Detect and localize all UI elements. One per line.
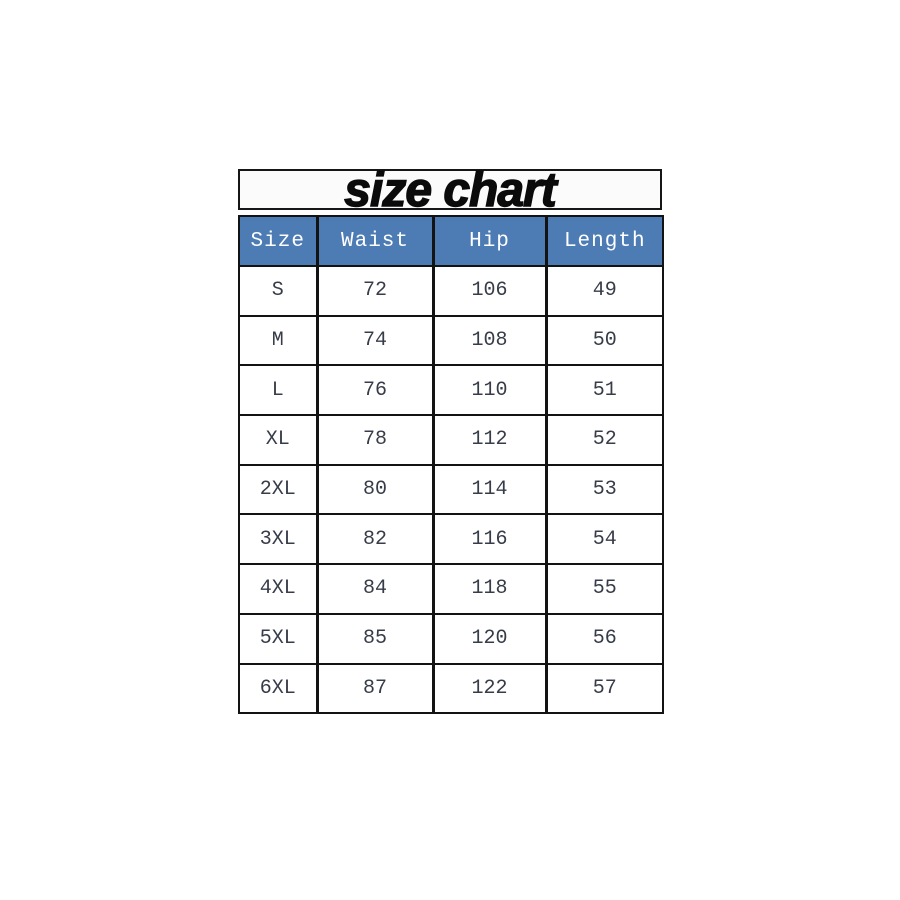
column-header-hip: Hip bbox=[431, 215, 547, 267]
size-chart-title: size chart bbox=[344, 163, 558, 217]
size-label-cell: 5XL bbox=[238, 612, 318, 665]
column-header-waist: Waist bbox=[315, 215, 434, 267]
measurement-cell: 57 bbox=[544, 662, 664, 715]
measurement-cell: 55 bbox=[544, 563, 664, 615]
measurement-cell: 54 bbox=[544, 513, 664, 566]
measurement-cell: 51 bbox=[544, 364, 664, 417]
size-chart-title-box: size chart bbox=[238, 163, 662, 217]
table-header: Size Waist Hip Length bbox=[238, 215, 664, 267]
measurement-cell: 108 bbox=[431, 314, 547, 367]
table-header-row: Size Waist Hip Length bbox=[238, 215, 664, 267]
size-label-cell: L bbox=[238, 364, 318, 417]
table-body: S 72 106 49 M 74 108 50 L 76 110 51 XL 78 112 52 2XL 80 11… bbox=[238, 265, 664, 715]
measurement-cell: 80 bbox=[315, 463, 434, 516]
size-label-cell: 2XL bbox=[238, 463, 318, 516]
table-row: XL 78 112 52 bbox=[238, 414, 664, 466]
table-row: 3XL 82 116 54 bbox=[238, 513, 664, 566]
table-row: 2XL 80 114 53 bbox=[238, 463, 664, 516]
table-row: M 74 108 50 bbox=[238, 314, 664, 367]
size-label-cell: 6XL bbox=[238, 662, 318, 715]
measurement-cell: 122 bbox=[431, 662, 547, 715]
measurement-cell: 56 bbox=[544, 612, 664, 665]
column-header-size: Size bbox=[238, 215, 318, 267]
measurement-cell: 120 bbox=[431, 612, 547, 665]
measurement-cell: 114 bbox=[431, 463, 547, 516]
measurement-cell: 106 bbox=[431, 265, 547, 317]
measurement-cell: 52 bbox=[544, 414, 664, 466]
size-label-cell: M bbox=[238, 314, 318, 367]
measurement-cell: 50 bbox=[544, 314, 664, 367]
measurement-cell: 53 bbox=[544, 463, 664, 516]
measurement-cell: 85 bbox=[315, 612, 434, 665]
column-header-length: Length bbox=[544, 215, 664, 267]
size-label-cell: S bbox=[238, 265, 318, 317]
table-row: 6XL 87 122 57 bbox=[238, 662, 664, 715]
measurement-cell: 78 bbox=[315, 414, 434, 466]
measurement-cell: 87 bbox=[315, 662, 434, 715]
size-label-cell: 4XL bbox=[238, 563, 318, 615]
table-row: L 76 110 51 bbox=[238, 364, 664, 417]
size-label-cell: 3XL bbox=[238, 513, 318, 566]
table-row: 5XL 85 120 56 bbox=[238, 612, 664, 665]
measurement-cell: 82 bbox=[315, 513, 434, 566]
size-chart-panel: size chart Size Waist Hip Length S 72 106 49 M 7… bbox=[238, 163, 664, 715]
size-label-cell: XL bbox=[238, 414, 318, 466]
table-row: 4XL 84 118 55 bbox=[238, 563, 664, 615]
measurement-cell: 76 bbox=[315, 364, 434, 417]
measurement-cell: 74 bbox=[315, 314, 434, 367]
measurement-cell: 118 bbox=[431, 563, 547, 615]
table-row: S 72 106 49 bbox=[238, 265, 664, 317]
measurement-cell: 110 bbox=[431, 364, 547, 417]
size-chart-table: Size Waist Hip Length S 72 106 49 M 74 108 50 L 76 11… bbox=[238, 215, 664, 715]
measurement-cell: 49 bbox=[544, 265, 664, 317]
measurement-cell: 84 bbox=[315, 563, 434, 615]
measurement-cell: 72 bbox=[315, 265, 434, 317]
measurement-cell: 112 bbox=[431, 414, 547, 466]
measurement-cell: 116 bbox=[431, 513, 547, 566]
